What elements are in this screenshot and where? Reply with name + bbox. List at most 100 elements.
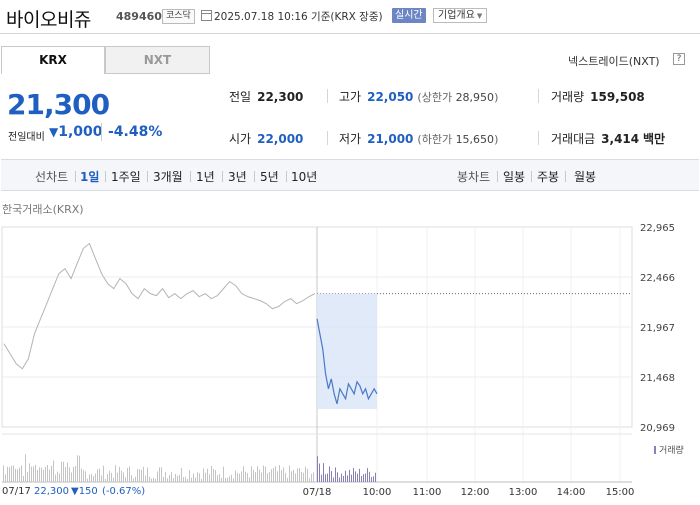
volume-bar (335, 467, 336, 482)
volume-bar (275, 466, 276, 482)
x-tick-label: 11:00 (413, 487, 442, 498)
stock-name: 바이오비쥬 (6, 9, 91, 31)
volume-bar (39, 467, 40, 482)
volume-bar (245, 471, 246, 482)
volume-bar (195, 477, 196, 482)
volume-bar (341, 473, 342, 482)
volume-bar (311, 473, 312, 482)
volume-bar (41, 467, 42, 482)
volume-bar (291, 471, 292, 482)
volume-bar (165, 472, 166, 482)
volume-bar (209, 474, 210, 482)
volume-bar (289, 465, 290, 482)
volume-bar (11, 465, 12, 482)
volume-bar (221, 477, 222, 482)
period-daily-candle[interactable]: 일봉 (503, 170, 526, 184)
volume-bar (81, 468, 82, 482)
volume-bar (227, 478, 228, 482)
footer-prev-rate: (-0.67%) (102, 486, 146, 497)
stat-value: 21,000 (367, 132, 414, 146)
company-info-dropdown[interactable]: 기업개요 ▼ (433, 8, 488, 23)
volume-bar (301, 471, 302, 482)
volume-bar (255, 472, 256, 482)
volume-bar (303, 472, 304, 482)
volume-bar (235, 470, 236, 482)
volume-bar (145, 475, 146, 482)
period-1d[interactable]: 1일 (80, 170, 100, 184)
company-info-label: 기업개요 (438, 10, 475, 21)
stat-value: 22,000 (257, 132, 304, 146)
volume-bar (123, 472, 124, 482)
volume-bar (285, 472, 286, 482)
volume-bar (9, 467, 10, 482)
volume-bar (193, 473, 194, 482)
volume-bar (305, 466, 306, 482)
stat-amount: 거래대금 3,414 백만 (551, 130, 665, 147)
volume-bar (99, 468, 100, 482)
volume-bar (323, 463, 324, 482)
volume-bar (205, 472, 206, 482)
volume-bar (75, 466, 76, 482)
tab-krx[interactable]: KRX (1, 46, 105, 74)
volume-bar (87, 478, 88, 482)
volume-bar (127, 467, 128, 482)
period-monthly-candle[interactable]: 월봉 (574, 170, 597, 184)
period-3y[interactable]: 3년 (228, 170, 247, 184)
volume-bar (363, 474, 364, 482)
volume-bar (217, 475, 218, 482)
intraday-price-chart: 22,965 22,466 21,967 21,468 20,969 07/18 10:00… (1, 223, 675, 498)
divider (147, 171, 148, 182)
volume-bar (343, 475, 344, 482)
volume-bar (219, 473, 220, 482)
volume-bar (97, 469, 98, 482)
volume-bar (157, 471, 158, 482)
volume-bar (95, 473, 96, 482)
x-tick-label: 07/18 (303, 487, 332, 498)
volume-bar (149, 476, 150, 482)
volume-bar (3, 465, 4, 482)
volume-bar (237, 472, 238, 482)
volume-bar (225, 477, 226, 482)
volume-bar (109, 470, 110, 482)
period-3m[interactable]: 3개월 (153, 170, 183, 184)
volume-bar (361, 476, 362, 482)
volume-bar (129, 466, 130, 482)
volume-bar (325, 474, 326, 482)
period-5y[interactable]: 5년 (260, 170, 279, 184)
period-1y[interactable]: 1년 (196, 170, 215, 184)
volume-bar (49, 469, 50, 482)
volume-bar (203, 468, 204, 482)
volume-bar (187, 478, 188, 482)
tab-nxt[interactable]: NXT (105, 46, 210, 74)
realtime-button[interactable]: 실시간 (392, 8, 426, 23)
stat-label: 거래량 (551, 90, 585, 104)
volume-bar (5, 474, 6, 482)
volume-bar (299, 468, 300, 482)
volume-bar (135, 476, 136, 482)
stock-code: 489460 (116, 10, 162, 23)
period-10y[interactable]: 10년 (291, 170, 318, 184)
volume-bar (147, 467, 148, 482)
divider (190, 171, 191, 182)
series-line-prev-session (3, 242, 316, 370)
volume-bar (375, 472, 376, 482)
stat-value: 159,508 (590, 90, 645, 104)
divider (538, 131, 539, 145)
volume-bar (177, 475, 178, 482)
volume-bar (287, 477, 288, 482)
volume-bar (307, 468, 308, 482)
volume-bar (357, 473, 358, 482)
volume-bar (167, 478, 168, 482)
volume-bar (161, 467, 162, 482)
volume-bar (83, 470, 84, 482)
period-bar: 선차트 1일 1주일 3개월 1년 3년 5년 10년 봉차트 일봉 주봉 월봉 (1, 159, 699, 191)
volume-bar (243, 466, 244, 482)
x-tick-label: 12:00 (461, 487, 490, 498)
period-weekly-candle[interactable]: 주봉 (537, 170, 560, 184)
volume-bar (269, 472, 270, 482)
stat-value: 3,414 (601, 132, 640, 146)
period-1w[interactable]: 1주일 (111, 170, 141, 184)
help-icon[interactable]: ? (673, 53, 685, 65)
divider (75, 171, 76, 182)
volume-bar (101, 475, 102, 482)
